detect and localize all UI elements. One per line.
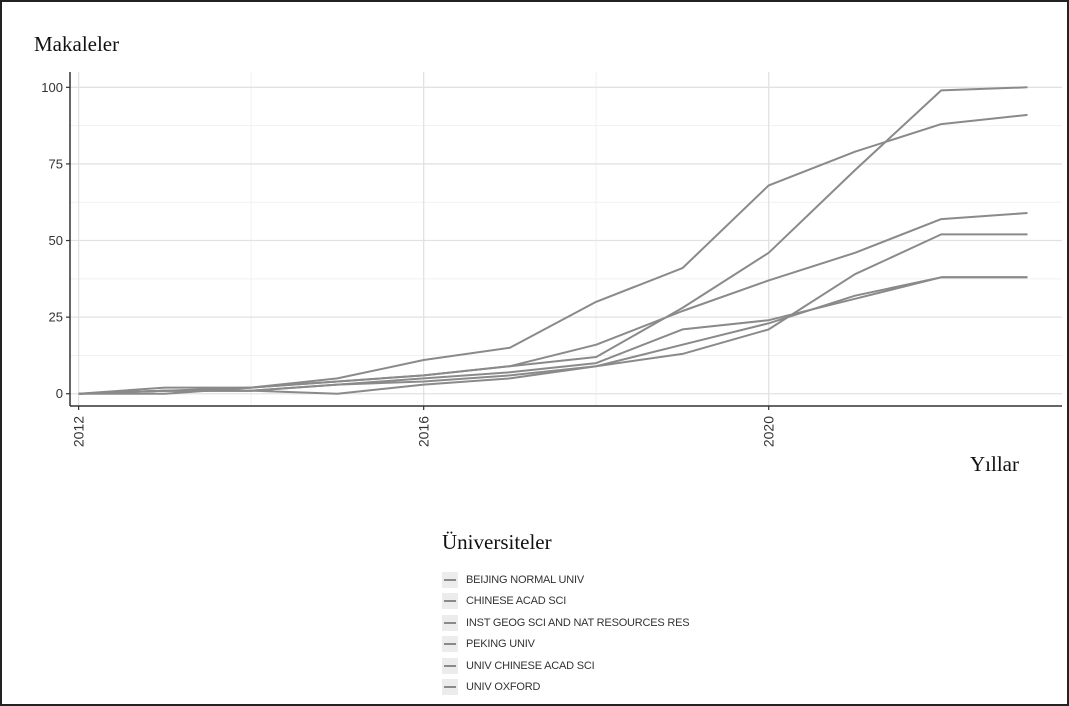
legend-items: BEIJING NORMAL UNIV CHINESE ACAD SCI INST …: [442, 569, 690, 699]
y-tick-label: 50: [49, 233, 63, 248]
legend-label: PEKING UNIV: [466, 638, 535, 651]
series-line: [78, 113, 1028, 395]
y-tick-label: 0: [56, 386, 63, 401]
legend: Üniversiteler BEIJING NORMAL UNIV CHINESE…: [442, 530, 690, 699]
legend-key-swatch: [442, 657, 458, 674]
series-line: [78, 276, 1028, 395]
legend-key-swatch: [442, 593, 458, 610]
legend-item: CHINESE ACAD SCI: [442, 591, 689, 613]
y-tick-label: 100: [41, 80, 63, 95]
axes: [66, 72, 1062, 410]
y-axis-label: Makaleler: [34, 32, 120, 56]
series-line: [78, 233, 1028, 395]
legend-item: BEIJING NORMAL UNIV: [442, 569, 689, 591]
legend-item: UNIV CHINESE ACAD SCI: [442, 655, 689, 677]
series-line: [78, 212, 1028, 395]
y-tick-label: 25: [49, 310, 63, 325]
legend-key-swatch: [442, 614, 458, 631]
x-tick-label: 2016: [416, 416, 432, 447]
legend-item: PEKING UNIV: [442, 634, 689, 656]
legend-title: Üniversiteler: [442, 530, 552, 554]
legend-label: INST GEOG SCI AND NAT RESOURCES RES: [466, 616, 690, 629]
legend-item: INST GEOG SCI AND NAT RESOURCES RES: [442, 612, 690, 634]
y-tick-label: 75: [49, 156, 63, 171]
x-tick-label: 2020: [761, 416, 777, 447]
x-axis-label: Yıllar: [970, 452, 1019, 476]
legend-key-swatch: [442, 636, 458, 653]
legend-key-swatch: [442, 571, 458, 588]
legend-label: CHINESE ACAD SCI: [466, 595, 567, 608]
tick-labels: 0 25 50 75 100 2012 2016 2020: [41, 80, 776, 447]
legend-label: UNIV CHINESE ACAD SCI: [466, 659, 595, 672]
legend-key-swatch: [442, 679, 458, 696]
x-tick-label: 2012: [71, 416, 87, 447]
legend-label: BEIJING NORMAL UNIV: [466, 573, 585, 586]
legend-label: UNIV OXFORD: [466, 681, 541, 694]
series-line: [78, 276, 1028, 395]
grid-lines: [70, 72, 1062, 406]
legend-item: UNIV OXFORD: [442, 677, 689, 699]
series-lines: [78, 86, 1028, 395]
